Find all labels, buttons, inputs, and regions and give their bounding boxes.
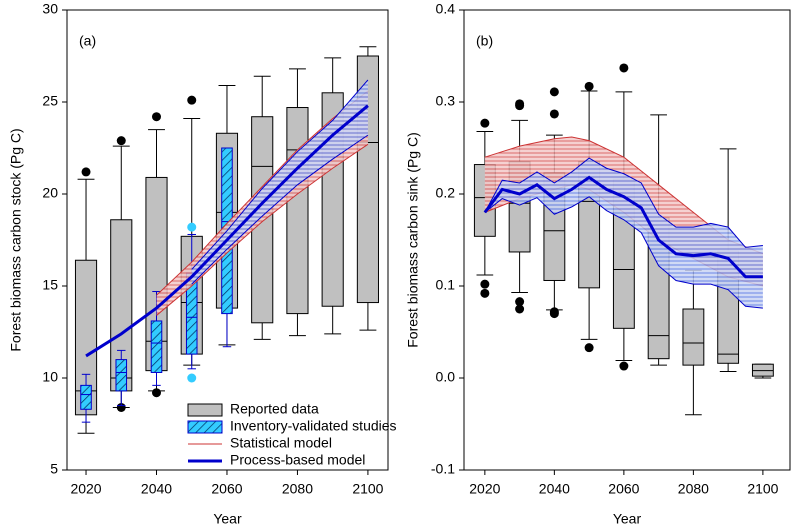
band-lower xyxy=(156,143,369,316)
outlier xyxy=(116,136,126,146)
box xyxy=(115,359,128,392)
band-upper xyxy=(484,157,763,248)
x-tick-label: 2060 xyxy=(608,481,639,497)
x-tick-label: 2100 xyxy=(747,481,778,497)
x-tick-label: 2060 xyxy=(211,481,242,497)
model-line xyxy=(85,104,369,358)
outlier xyxy=(81,167,91,177)
x-tick-label: 2080 xyxy=(282,481,313,497)
x-axis-label: Year xyxy=(613,511,642,527)
box xyxy=(682,308,705,366)
box xyxy=(150,320,163,373)
outlier xyxy=(515,297,525,307)
panel-annotation: (a) xyxy=(79,33,96,49)
box xyxy=(286,107,309,315)
y-tick-label: 25 xyxy=(42,93,58,109)
band-upper xyxy=(191,79,369,270)
outlier xyxy=(549,309,559,319)
legend-label: Reported data xyxy=(230,401,319,417)
outlier xyxy=(549,87,559,97)
outlier xyxy=(584,81,594,91)
y-tick-label: 30 xyxy=(42,1,58,17)
x-tick-label: 2080 xyxy=(678,481,709,497)
panel-annotation: (b) xyxy=(476,33,493,49)
x-tick-label: 2020 xyxy=(70,481,101,497)
y-tick-label: 0.0 xyxy=(436,369,456,385)
outlier xyxy=(480,279,490,289)
outlier xyxy=(515,99,525,109)
box xyxy=(80,384,92,410)
outlier xyxy=(619,63,629,73)
legend-label: Statistical model xyxy=(230,435,332,451)
outlier xyxy=(584,343,594,353)
plot-frame xyxy=(66,9,389,471)
y-tick-label: 10 xyxy=(42,369,58,385)
outlier xyxy=(619,361,629,371)
outlier xyxy=(480,118,490,128)
band-lower xyxy=(484,196,763,309)
legend-label: Process-based model xyxy=(230,452,365,468)
y-tick-label: 0.4 xyxy=(436,1,456,17)
x-tick-label: 2040 xyxy=(141,481,172,497)
outlier xyxy=(480,288,490,298)
y-tick-label: 0.3 xyxy=(436,93,456,109)
outlier xyxy=(151,388,161,398)
outlier xyxy=(187,95,197,105)
y-tick-label: 20 xyxy=(42,185,58,201)
outlier xyxy=(515,304,525,314)
band-fill xyxy=(484,158,763,309)
y-axis-label: Forest biomass carbon sink (Pg C) xyxy=(405,132,421,348)
band-lower xyxy=(191,134,369,285)
outlier xyxy=(187,222,197,232)
band-fill xyxy=(191,79,368,285)
outlier xyxy=(151,112,161,122)
outlier xyxy=(549,109,559,119)
x-tick-label: 2040 xyxy=(539,481,570,497)
x-tick-label: 2100 xyxy=(352,481,383,497)
y-tick-label: 5 xyxy=(50,461,58,477)
band-upper xyxy=(156,90,369,296)
plot-frame xyxy=(463,9,791,471)
y-axis-label: Forest biomass carbon stock (Pg C) xyxy=(8,128,24,351)
y-tick-label: 0.2 xyxy=(436,185,456,201)
x-tick-label: 2020 xyxy=(469,481,500,497)
y-tick-label: 0.1 xyxy=(436,277,456,293)
y-tick-label: -0.1 xyxy=(431,461,455,477)
legend-swatch xyxy=(187,420,223,434)
legend-swatch xyxy=(187,403,223,417)
x-axis-label: Year xyxy=(213,511,242,527)
y-tick-label: 15 xyxy=(42,277,58,293)
outlier xyxy=(187,373,197,383)
model-line xyxy=(483,175,763,279)
legend-label: Inventory-validated studies xyxy=(230,418,397,434)
